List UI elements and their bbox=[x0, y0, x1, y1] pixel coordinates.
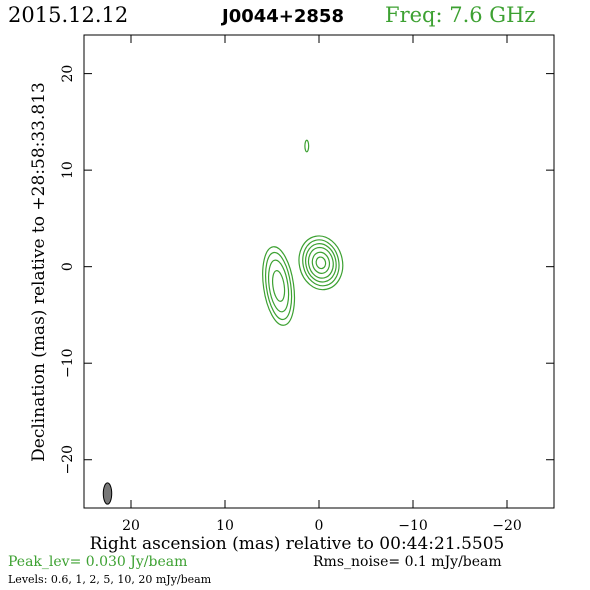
contour-core bbox=[315, 256, 327, 270]
x-tick-label: −10 bbox=[398, 518, 428, 534]
contour-jet bbox=[267, 259, 290, 313]
x-tick-label: −20 bbox=[492, 518, 522, 534]
beam-shape bbox=[102, 482, 113, 505]
beam-ellipse bbox=[102, 482, 113, 505]
contour-blob bbox=[304, 139, 310, 153]
contour-core bbox=[311, 251, 331, 274]
x-axis-label: Right ascension (mas) relative to 00:44:… bbox=[90, 534, 505, 554]
contour-jet bbox=[271, 270, 286, 302]
x-tick-label: 0 bbox=[315, 518, 324, 534]
source-name: J0044+2858 bbox=[220, 6, 344, 27]
contour-levels: Levels: 0.6, 1, 2, 5, 10, 20 mJy/beam bbox=[8, 573, 212, 586]
contour-core bbox=[302, 239, 340, 287]
y-tick-label: 10 bbox=[60, 161, 76, 179]
axis-ticks: 20 10 0 −10 −20 20 10 0 −10 −20 bbox=[60, 35, 554, 534]
y-tick-label: 0 bbox=[60, 262, 76, 271]
contour-core bbox=[307, 246, 334, 279]
frequency-label: Freq: 7.6 GHz bbox=[385, 3, 535, 27]
contour-jet bbox=[264, 251, 293, 321]
observation-date: 2015.12.12 bbox=[8, 3, 128, 27]
contour-core bbox=[298, 235, 344, 291]
y-tick-label: 20 bbox=[60, 65, 76, 83]
peak-level: Peak_lev= 0.030 Jy/beam bbox=[8, 554, 187, 570]
contour-jet bbox=[262, 246, 296, 326]
contour-lines bbox=[262, 139, 344, 326]
contour-core bbox=[305, 243, 337, 283]
y-axis-label: Declination (mas) relative to +28:58:33.… bbox=[29, 82, 49, 462]
y-tick-label: −10 bbox=[60, 348, 76, 378]
x-tick-label: 20 bbox=[122, 518, 140, 534]
y-tick-label: −20 bbox=[60, 445, 76, 475]
plot-frame bbox=[83, 34, 555, 509]
rms-noise: Rms_noise= 0.1 mJy/beam bbox=[313, 554, 502, 570]
x-tick-label: 10 bbox=[216, 518, 234, 534]
